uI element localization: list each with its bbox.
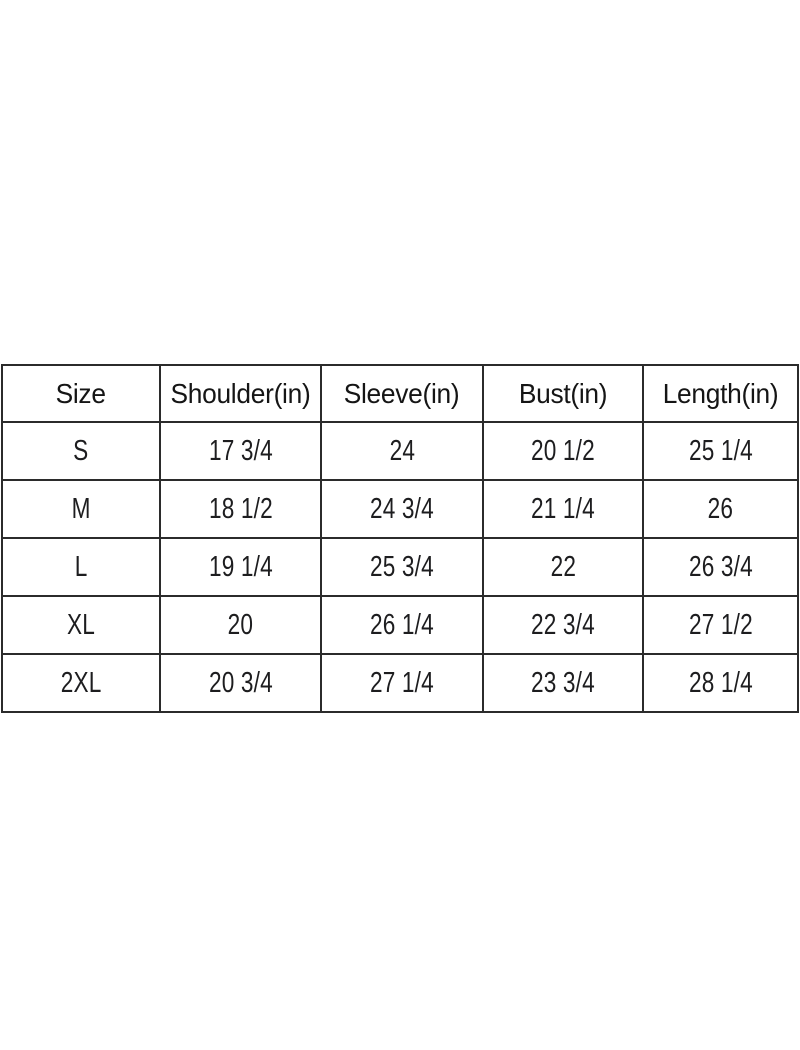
cell-text: 24 3/4 [370,492,434,525]
table-row-l: L 19 1/4 25 3/4 22 26 3/4 [1,537,799,597]
cell-shoulder: 20 [159,595,322,655]
cell-bust: 22 3/4 [482,595,644,655]
header-cell-size: Size [1,364,161,423]
cell-text: 19 1/4 [208,550,273,583]
cell-sleeve: 25 3/4 [320,537,484,597]
cell-text: 18 1/2 [208,492,273,525]
cell-length: 25 1/4 [642,421,799,481]
cell-shoulder: 20 3/4 [159,653,322,713]
cell-text: 26 [707,492,734,525]
header-label-bust: Bust(in) [518,377,608,409]
header-label-size: Size [55,377,107,409]
cell-text: 23 3/4 [531,666,595,699]
cell-length: 28 1/4 [642,653,799,713]
header-label-length: Length(in) [662,377,779,409]
cell-text: M [71,492,91,525]
cell-bust: 23 3/4 [482,653,644,713]
cell-text: 26 3/4 [688,550,753,583]
cell-text: S [73,434,89,467]
cell-text: XL [67,608,95,641]
cell-text: 27 1/2 [688,608,753,641]
cell-size: L [1,537,161,597]
cell-text: 17 3/4 [208,434,273,467]
cell-sleeve: 26 1/4 [320,595,484,655]
header-label-sleeve: Sleeve(in) [344,377,460,409]
size-chart-table: Size Shoulder(in) Sleeve(in) Bust(in) Le… [1,364,799,713]
cell-text: 24 [389,434,415,467]
cell-bust: 20 1/2 [482,421,644,481]
cell-shoulder: 19 1/4 [159,537,322,597]
cell-text: 20 1/2 [531,434,595,467]
cell-text: 25 1/4 [688,434,753,467]
table-row-2xl: 2XL 20 3/4 27 1/4 23 3/4 28 1/4 [1,653,799,713]
cell-size: 2XL [1,653,161,713]
cell-sleeve: 27 1/4 [320,653,484,713]
cell-text: 21 1/4 [531,492,595,525]
header-label-shoulder: Shoulder(in) [170,377,311,409]
cell-text: 26 1/4 [370,608,434,641]
cell-size: XL [1,595,161,655]
cell-bust: 22 [482,537,644,597]
cell-bust: 21 1/4 [482,479,644,539]
cell-length: 26 3/4 [642,537,799,597]
table-row-m: M 18 1/2 24 3/4 21 1/4 26 [1,479,799,539]
cell-text: 2XL [60,666,102,699]
table-row-s: S 17 3/4 24 20 1/2 25 1/4 [1,421,799,481]
cell-length: 27 1/2 [642,595,799,655]
cell-text: 20 [227,608,254,641]
cell-shoulder: 17 3/4 [159,421,322,481]
cell-text: 22 [550,550,576,583]
cell-size: M [1,479,161,539]
cell-text: 25 3/4 [370,550,434,583]
header-cell-length: Length(in) [642,364,799,423]
header-cell-shoulder: Shoulder(in) [159,364,322,423]
cell-sleeve: 24 3/4 [320,479,484,539]
header-cell-bust: Bust(in) [482,364,644,423]
cell-shoulder: 18 1/2 [159,479,322,539]
table-row-xl: XL 20 26 1/4 22 3/4 27 1/2 [1,595,799,655]
cell-text: L [74,550,88,583]
cell-sleeve: 24 [320,421,484,481]
header-row: Size Shoulder(in) Sleeve(in) Bust(in) Le… [1,364,799,423]
cell-text: 22 3/4 [531,608,595,641]
cell-text: 20 3/4 [208,666,273,699]
cell-text: 27 1/4 [370,666,434,699]
header-cell-sleeve: Sleeve(in) [320,364,484,423]
cell-text: 28 1/4 [688,666,753,699]
cell-length: 26 [642,479,799,539]
cell-size: S [1,421,161,481]
